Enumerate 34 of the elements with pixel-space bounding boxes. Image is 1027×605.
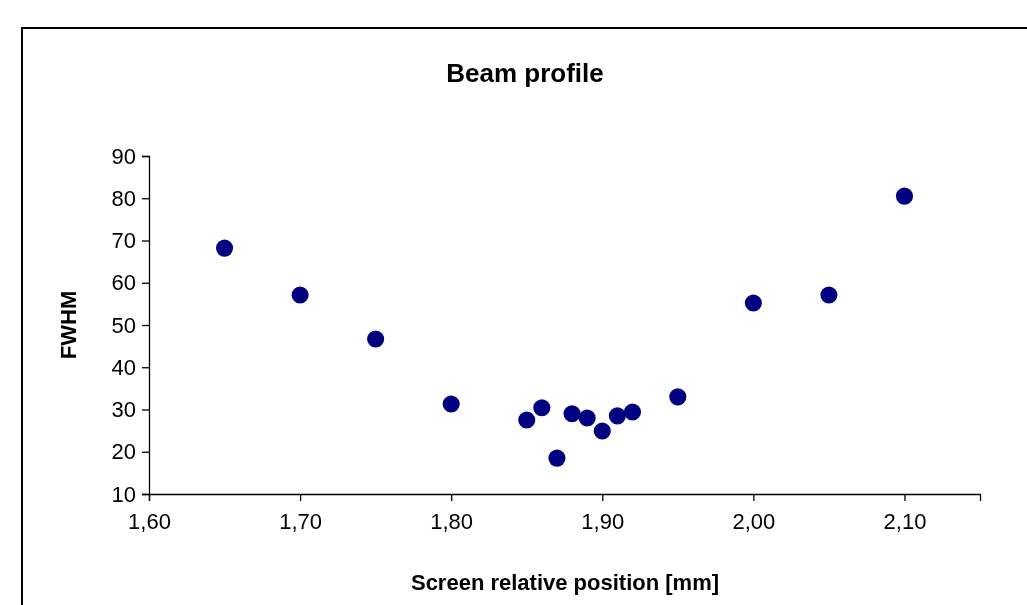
point bbox=[291, 286, 309, 304]
point bbox=[533, 399, 551, 417]
x-axis-title: Screen relative position [mm] bbox=[410, 570, 720, 595]
y-tick-label: 60 bbox=[111, 270, 136, 296]
x-tick-label: 2,10 bbox=[883, 508, 927, 534]
y-tick-label: 80 bbox=[111, 185, 136, 211]
y-tick-label: 20 bbox=[111, 439, 136, 465]
chart-title: Beam profile bbox=[446, 58, 604, 88]
point bbox=[895, 187, 914, 205]
x-tick-label: 1,60 bbox=[128, 508, 171, 534]
point bbox=[623, 403, 642, 421]
x-tick-label: 1,80 bbox=[430, 508, 474, 534]
point bbox=[578, 409, 596, 427]
y-axis-title: FWHM bbox=[56, 290, 81, 360]
y-tick-label: 30 bbox=[111, 397, 136, 423]
x-tick-label: 1,70 bbox=[279, 508, 322, 534]
point bbox=[593, 422, 611, 440]
point bbox=[215, 239, 234, 257]
y-tick-label: 10 bbox=[111, 481, 136, 507]
point bbox=[744, 294, 762, 312]
y-tick-label: 40 bbox=[111, 354, 136, 380]
x-tick-label: 2,00 bbox=[732, 508, 776, 534]
point bbox=[820, 286, 838, 304]
y-tick-label: 50 bbox=[111, 312, 136, 338]
point bbox=[669, 388, 687, 406]
point bbox=[563, 405, 581, 423]
x-tick-label: 1,90 bbox=[581, 508, 625, 534]
point bbox=[442, 395, 460, 413]
y-tick-label: 70 bbox=[111, 228, 136, 254]
point bbox=[548, 449, 566, 467]
point bbox=[608, 407, 626, 425]
y-tick-label: 90 bbox=[111, 143, 136, 169]
point bbox=[518, 411, 536, 429]
point bbox=[367, 330, 385, 348]
